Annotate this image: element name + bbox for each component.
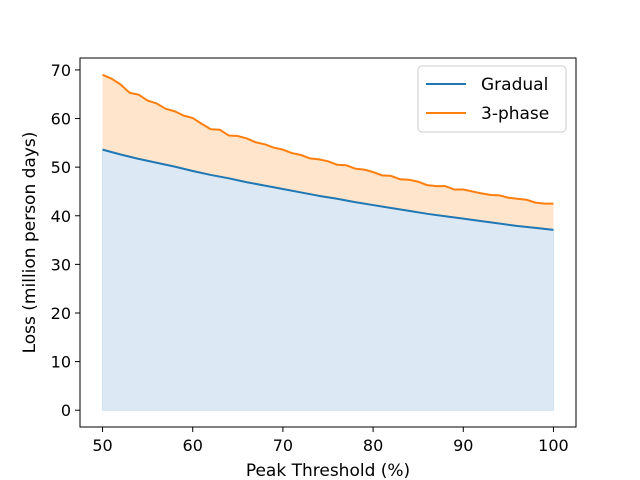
plot-frame bbox=[79, 57, 577, 428]
y-tick-label: 20 bbox=[51, 304, 71, 323]
x-tick-label: 60 bbox=[183, 436, 203, 455]
legend: Gradual 3-phase bbox=[417, 65, 567, 133]
y-tick-label: 30 bbox=[51, 255, 71, 274]
x-axis-ticks: 50 60 70 80 90 100 bbox=[92, 427, 569, 455]
series-lines bbox=[102, 73, 554, 231]
y-tick-label: 60 bbox=[51, 110, 71, 129]
x-tick-label: 70 bbox=[273, 436, 293, 455]
x-tick-label: 50 bbox=[92, 436, 112, 455]
y-tick-label: 40 bbox=[51, 207, 71, 226]
fill-area-3-phase bbox=[102, 74, 554, 230]
y-axis-label: Loss (million person days) bbox=[20, 132, 40, 354]
legend-box bbox=[417, 65, 567, 133]
y-tick-label: 0 bbox=[61, 401, 71, 420]
legend-label: 3-phase bbox=[481, 104, 549, 124]
x-axis-label: Peak Threshold (%) bbox=[246, 461, 410, 480]
legend-label: Gradual bbox=[481, 75, 548, 95]
x-tick-label: 80 bbox=[363, 436, 383, 455]
y-tick-label: 70 bbox=[51, 61, 71, 80]
x-tick-label: 90 bbox=[453, 436, 473, 455]
series-line-gradual bbox=[102, 148, 554, 231]
y-axis-ticks: 0 10 20 30 40 50 60 70 bbox=[51, 61, 80, 420]
x-tick-label: 100 bbox=[538, 436, 569, 455]
series-line-3-phase bbox=[102, 73, 554, 205]
y-tick-label: 50 bbox=[51, 158, 71, 177]
y-tick-label: 10 bbox=[51, 353, 71, 372]
